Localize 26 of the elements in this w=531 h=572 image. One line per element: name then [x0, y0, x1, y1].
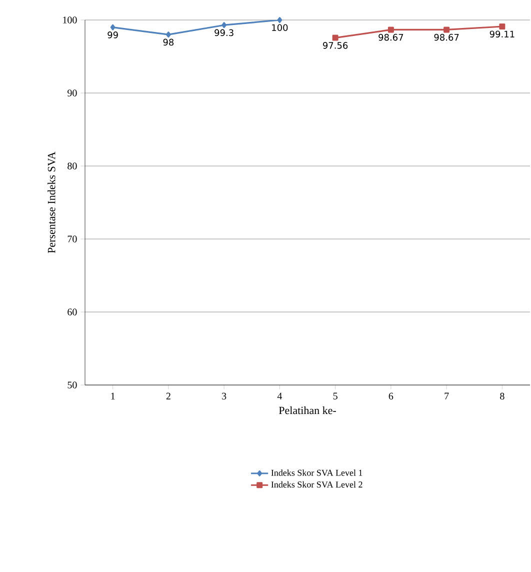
x-tick-label: 6: [388, 392, 394, 400]
data-label: 98: [163, 38, 174, 46]
legend-label: Indeks Skor SVA Level 2: [271, 481, 362, 488]
y-tick-label: 50: [68, 382, 77, 388]
data-label: 98.67: [378, 34, 404, 41]
data-label: 99: [108, 31, 118, 38]
y-tick-label: 70: [68, 236, 77, 242]
x-tick-label: 8: [500, 392, 504, 400]
x-tick-label: 4: [277, 392, 282, 400]
x-axis-title: Pelatihan ke-: [278, 406, 336, 414]
x-tick-label: 1: [111, 392, 115, 400]
data-label: 97.56: [322, 42, 348, 49]
x-tick-label: 2: [166, 392, 170, 400]
y-tick-label: 100: [63, 16, 77, 24]
data-label: 99.11: [490, 30, 514, 38]
data-label: 100: [272, 24, 288, 31]
y-tick-label: 80: [68, 162, 77, 170]
legend-label: Indeks Skor SVA Level 1: [271, 470, 362, 476]
y-axis-title: Persentase Indeks SVA: [48, 152, 56, 254]
data-label: 99.3: [214, 29, 234, 36]
data-label: 98.67: [434, 34, 459, 41]
y-tick-label: 60: [68, 308, 77, 316]
x-tick-label: 7: [444, 392, 449, 400]
x-tick-label: 3: [222, 392, 226, 400]
y-tick-label: 90: [68, 90, 77, 96]
x-tick-label: 5: [333, 392, 338, 400]
